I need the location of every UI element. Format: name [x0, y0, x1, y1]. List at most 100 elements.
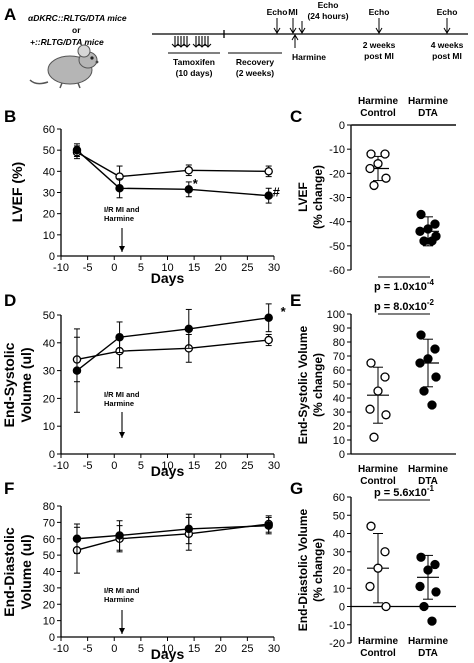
x-tick-label: -10: [53, 262, 69, 274]
data-point-filled: [423, 565, 433, 575]
y-axis-title: End-Diastolic Volume(% change): [296, 508, 325, 631]
annotation-line1: I/R MI and: [104, 205, 140, 214]
data-point-open: [380, 149, 390, 159]
data-point-open: [366, 358, 376, 368]
panel-letter-a: A: [4, 5, 16, 24]
panel-letter-g: G: [290, 479, 303, 498]
data-point-filled: [419, 386, 429, 396]
x-tick-label: -10: [53, 460, 69, 472]
p-value-exponent: -1: [427, 484, 435, 493]
y-tick-label: 0: [339, 120, 345, 132]
group-label: Harmine: [358, 96, 398, 107]
x-tick-label: 10: [161, 460, 173, 472]
data-point-filled: [72, 366, 82, 375]
y-tick-label: 80: [333, 337, 345, 349]
data-point-filled: [415, 226, 425, 236]
y-tick-label: 10: [333, 583, 345, 595]
y-axis-title-line: (% change): [311, 538, 325, 602]
y-tick-label: 20: [43, 393, 55, 405]
four-weeks-label: 4 weeks: [431, 40, 464, 50]
y-axis-title-line: LVEF (%): [9, 162, 25, 222]
recovery-duration: (2 weeks): [236, 68, 274, 78]
y-tick-label: 50: [43, 310, 55, 322]
data-point-filled: [427, 616, 437, 626]
series-line-filled: [76, 149, 269, 197]
x-tick-label: 0: [111, 262, 117, 274]
y-axis-title-line: (% change): [311, 353, 325, 417]
x-tick-label: -5: [83, 262, 93, 274]
y-tick-label: 0: [339, 602, 345, 614]
y-tick-label: 0: [49, 251, 55, 263]
y-tick-label: 10: [43, 421, 55, 433]
y-tick-label: -20: [329, 638, 345, 650]
series-line-open: [76, 151, 269, 178]
mouse-line-label: αDKRC::RLTG/DTA mice: [28, 13, 127, 23]
data-point-open: [381, 410, 391, 420]
annotation-line1: I/R MI and: [104, 390, 140, 399]
y-tick-label: 0: [49, 449, 55, 461]
data-point-open: [365, 404, 375, 414]
data-point-filled: [419, 236, 429, 246]
y-tick-label: 50: [333, 510, 345, 522]
x-tick-label: 20: [215, 460, 227, 472]
group-sublabel: DTA: [418, 108, 438, 119]
x-tick-label: 20: [215, 262, 227, 274]
y-axis-title-line: Volume (ul): [18, 347, 34, 422]
panel-letter-f: F: [4, 479, 14, 498]
data-point-filled: [423, 224, 433, 234]
data-point-filled: [184, 324, 194, 334]
series-line-open: [76, 339, 269, 361]
data-point-open: [380, 372, 390, 382]
y-tick-label: 20: [43, 599, 55, 611]
data-point-filled: [416, 330, 426, 340]
y-tick-label: 30: [333, 547, 345, 559]
y-tick-label: 0: [339, 449, 345, 461]
x-axis-title: Days: [151, 463, 185, 479]
p-value-label: p = 5.6x10-1: [374, 484, 435, 499]
y-axis-title-line: (% change): [311, 165, 325, 229]
annotation-arrow-head: [119, 628, 125, 634]
y-tick-label: 60: [43, 124, 55, 136]
data-point-filled: [427, 236, 437, 246]
data-point-open: [369, 432, 379, 442]
echo-24h-duration: (24 hours): [307, 11, 348, 21]
y-tick-label: -30: [329, 193, 345, 205]
y-tick-label: -40: [329, 217, 345, 229]
y-tick-label: 40: [333, 393, 345, 405]
group-label: Harmine: [408, 464, 448, 475]
echo-2w-label: Echo: [369, 7, 390, 17]
echo-24h-label: Echo: [318, 0, 339, 10]
data-point-open: [365, 163, 375, 174]
panel-letter-c: C: [290, 107, 302, 126]
x-tick-label: 20: [215, 643, 227, 655]
data-point-filled: [115, 184, 124, 193]
annotation-line2: Harmine: [104, 595, 134, 604]
x-tick-label: 25: [241, 460, 253, 472]
mouse-control-label: +::RLTG/DTA mice: [30, 37, 104, 47]
significance-mark: *: [281, 304, 287, 319]
x-tick-label: 5: [138, 643, 144, 655]
y-axis-title-line: End-Diastolic: [1, 527, 17, 617]
x-tick-label: -5: [83, 643, 93, 655]
chart-edv-timecourse: 0 10 20 30 40 50 60 70 80 -10 -5 0 5 10 15 20 25 30 Days En…: [1, 501, 280, 662]
x-tick-label: 15: [188, 643, 200, 655]
y-tick-label: 40: [43, 567, 55, 579]
series-line-filled: [76, 524, 269, 540]
p-value-base: p = 1.0x10: [374, 281, 427, 293]
tamoxifen-label: Tamoxifen: [173, 57, 215, 67]
group-label: Harmine: [408, 96, 448, 107]
data-point-filled: [419, 601, 429, 612]
y-tick-label: 40: [43, 166, 55, 178]
chart-esv-timecourse: 0 10 20 30 40 50 -10 -5 0 5 10 15 20 25 30 Days End-Syst…: [1, 303, 287, 479]
x-tick-label: 30: [268, 460, 280, 472]
panel-letter-e: E: [290, 291, 301, 310]
y-tick-label: -50: [329, 241, 345, 253]
y-tick-label: 50: [43, 550, 55, 562]
data-point-filled: [431, 372, 441, 382]
significance-mark: #: [273, 185, 281, 200]
x-tick-label: 0: [111, 460, 117, 472]
chart-edv-change: 60 50 40 30 20 10 0 -10 -20 End-Diastolic Volume(…: [296, 484, 456, 659]
x-tick-label: 30: [268, 262, 280, 274]
mouse-icon: [29, 44, 99, 89]
y-tick-label: -20: [329, 168, 345, 180]
